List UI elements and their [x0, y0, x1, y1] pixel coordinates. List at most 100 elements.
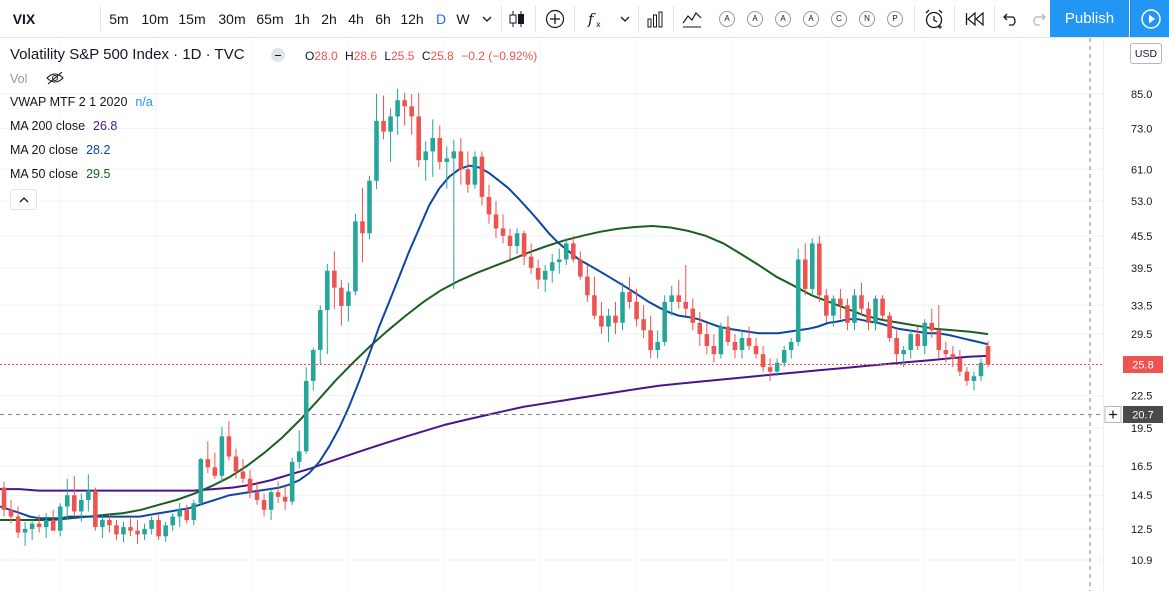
candle	[978, 358, 984, 381]
interval-2h[interactable]: 2h	[321, 10, 337, 27]
candle	[859, 282, 864, 316]
collapse-dash-icon[interactable]	[270, 48, 285, 63]
candle	[936, 305, 942, 359]
interval-10m[interactable]: 10m	[141, 10, 169, 27]
indicator-ma200[interactable]: MA 200 close 26.8	[10, 119, 118, 133]
low-value: 25.5	[391, 49, 415, 63]
candle	[676, 279, 682, 309]
candles-series	[1, 88, 991, 546]
candle	[430, 119, 436, 177]
candle	[838, 288, 843, 320]
candle	[760, 345, 766, 372]
publish-button[interactable]: Publish	[1050, 0, 1129, 37]
interval-65m[interactable]: 65m	[256, 10, 284, 27]
compare-add-symbol-icon[interactable]	[543, 0, 567, 37]
candle	[184, 504, 190, 524]
candle	[142, 523, 147, 541]
price-tick-label: 22.5	[1131, 391, 1152, 403]
candle	[177, 503, 182, 528]
candle	[268, 489, 274, 521]
alert-clock-icon[interactable]	[922, 0, 946, 37]
candle	[240, 459, 246, 484]
candle	[880, 295, 885, 320]
candle	[535, 259, 541, 289]
candle	[971, 371, 977, 391]
quick-action-a-icon[interactable]: A	[718, 0, 736, 37]
indicators-dropdown-chevron-icon[interactable]	[617, 0, 633, 37]
price-tick-label: 73.0	[1131, 124, 1152, 136]
ideas-stream-icon[interactable]	[680, 0, 704, 37]
quick-action-n-icon[interactable]: N	[858, 0, 876, 37]
candle	[817, 235, 822, 302]
candle	[43, 513, 49, 539]
volume-legend[interactable]: Vol	[10, 71, 65, 88]
replay-rewind-icon[interactable]	[963, 0, 987, 37]
interval-12h[interactable]: 12h	[400, 10, 424, 27]
candle	[163, 521, 168, 542]
hidden-eye-icon[interactable]	[45, 71, 65, 88]
interval-d[interactable]: D	[435, 10, 447, 27]
candle	[156, 514, 161, 541]
candle	[592, 276, 597, 320]
currency-badge[interactable]: USD	[1130, 43, 1162, 64]
interval-6h[interactable]: 6h	[375, 10, 391, 27]
candle	[824, 288, 829, 323]
candle	[845, 298, 850, 331]
candle	[873, 295, 878, 331]
interval-15m[interactable]: 15m	[178, 10, 206, 27]
interval-30m[interactable]: 30m	[218, 10, 246, 27]
quick-action-a-icon[interactable]: A	[802, 0, 820, 37]
interval-5m[interactable]: 5m	[109, 10, 129, 27]
interval-dropdown-chevron-icon[interactable]	[479, 0, 495, 37]
candle	[915, 326, 920, 351]
quick-action-a-icon[interactable]: A	[774, 0, 792, 37]
price-tick-label: 61.0	[1131, 164, 1152, 176]
svg-text:25.8: 25.8	[1132, 360, 1153, 372]
candle	[479, 151, 485, 206]
candle	[500, 214, 506, 244]
financials-bars-icon[interactable]	[644, 0, 666, 37]
candle	[852, 288, 857, 331]
candle	[275, 481, 281, 504]
indicator-ma50[interactable]: MA 50 close 29.5	[10, 167, 111, 181]
toolbar-divider	[914, 6, 915, 31]
candle	[36, 514, 42, 533]
interval-4h[interactable]: 4h	[348, 10, 364, 27]
indicator-ma20[interactable]: MA 20 close 28.2	[10, 143, 111, 157]
candle	[697, 312, 703, 346]
publish-play-icon[interactable]	[1130, 0, 1169, 37]
candle	[149, 516, 154, 535]
redo-icon[interactable]	[1028, 0, 1048, 37]
svg-text:f: f	[587, 10, 596, 28]
candle	[15, 506, 21, 539]
ma50-line	[0, 224, 989, 521]
price-tick-label: 53.0	[1131, 196, 1152, 208]
candle	[50, 509, 56, 531]
high-value: 28.6	[353, 49, 378, 63]
quick-action-c-icon[interactable]: C	[830, 0, 848, 37]
candle	[711, 334, 717, 363]
candle	[634, 288, 639, 327]
indicator-vwap[interactable]: VWAP MTF 2 1 2020 n/a	[10, 95, 153, 109]
quick-action-a-icon[interactable]: A	[746, 0, 764, 37]
candle	[648, 315, 653, 359]
interval-w[interactable]: W	[456, 10, 470, 27]
price-chart[interactable]: 85.0 73.0 61.0 53.0 45.5 39.5 33.5 29.5 22.5 19.5…	[0, 38, 1169, 591]
candles-chart-type-icon[interactable]	[506, 0, 528, 37]
price-tick-label: 10.9	[1131, 555, 1152, 567]
toolbar-divider	[501, 6, 502, 31]
candle	[72, 475, 77, 517]
symbol-search[interactable]: VIX	[12, 10, 36, 27]
candle	[599, 301, 604, 335]
collapse-legend-button[interactable]	[10, 189, 37, 210]
candle	[943, 341, 949, 363]
candle	[887, 312, 892, 342]
interval-1h[interactable]: 1h	[294, 10, 310, 27]
candle	[254, 481, 260, 505]
quick-action-p-icon[interactable]: P	[886, 0, 904, 37]
svg-text:20.7: 20.7	[1132, 409, 1153, 421]
undo-icon[interactable]	[1000, 0, 1022, 37]
price-axis[interactable]: 85.0 73.0 61.0 53.0 45.5 39.5 33.5 29.5 22.5 19.5…	[1131, 89, 1152, 567]
candle	[458, 138, 464, 185]
